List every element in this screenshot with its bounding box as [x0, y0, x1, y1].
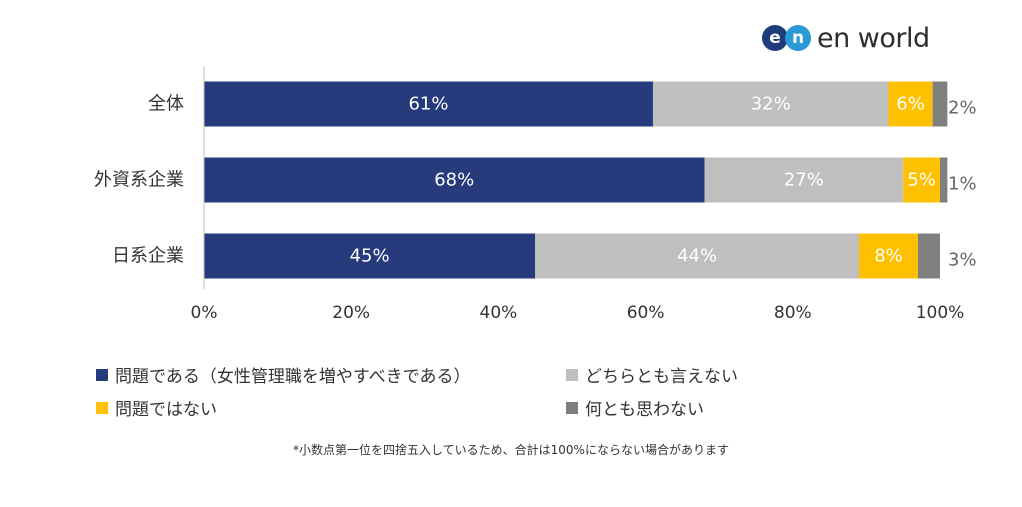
bar-segment: [535, 233, 860, 279]
data-label: 32%: [751, 94, 791, 115]
bar-segment: [940, 157, 948, 203]
legend-label-problem: 問題である（女性管理職を増やすべきである）: [115, 367, 471, 387]
bar-segment: [917, 233, 940, 279]
bar-segment: [903, 157, 940, 203]
data-label: 1%: [948, 174, 977, 195]
legend-swatch-neutral: [566, 368, 578, 381]
x-tick-label: 40%: [480, 303, 518, 323]
data-label: 68%: [434, 170, 474, 191]
x-tick-label: 80%: [774, 303, 812, 323]
bar-segment: [704, 157, 904, 203]
en-world-logo: e n en world: [762, 20, 930, 56]
logo-letter-n: n: [785, 25, 811, 51]
data-label: 5%: [907, 170, 936, 191]
category-label: 全体: [148, 94, 184, 115]
data-label: 61%: [408, 94, 448, 115]
logo-wordmark: en world: [817, 22, 930, 54]
bar-segment: [932, 81, 948, 127]
data-label: 27%: [784, 170, 824, 191]
data-label: 44%: [677, 246, 717, 267]
category-label: 日系企業: [112, 246, 184, 267]
data-label: 2%: [948, 98, 977, 119]
data-label: 45%: [350, 246, 390, 267]
bar-segment: [859, 233, 918, 279]
bar-segment: [888, 81, 933, 127]
legend-label-neutral: どちらとも言えない: [585, 367, 738, 387]
bar-segment: [652, 81, 889, 127]
legend-label-indifferent: 何とも思わない: [585, 400, 704, 420]
data-label: 8%: [874, 246, 903, 267]
legend-swatch-not-problem: [96, 401, 108, 414]
bar-segment: [204, 233, 536, 279]
legend-swatch-problem: [96, 368, 108, 381]
x-tick-label: 20%: [332, 303, 370, 323]
x-tick-label: 0%: [191, 303, 218, 323]
legend-item-neutral: どちらとも言えない: [566, 362, 738, 387]
legend-swatch-indifferent: [566, 401, 578, 414]
logo-letter-e: e: [762, 25, 788, 51]
legend-label-not-problem: 問題ではない: [115, 400, 217, 420]
data-label: 6%: [896, 94, 925, 115]
x-tick-label: 100%: [916, 303, 965, 323]
data-label: 3%: [948, 250, 977, 271]
legend-item-problem: 問題である（女性管理職を増やすべきである）: [96, 362, 470, 387]
footnote: *小数点第一位を四捨五入しているため、合計は100%にならない場合があります: [293, 443, 729, 457]
bar-segment: [204, 81, 653, 127]
x-tick-label: 60%: [627, 303, 665, 323]
legend-item-indifferent: 何とも思わない: [566, 395, 704, 420]
category-label: 外資系企業: [94, 170, 184, 191]
stacked-bar-chart: 61% 32% 6% 2% 全体 68% 27% 5% 1% 外資系企業 45% 44% 8% 3% 日系企…: [94, 66, 977, 323]
bar-segment: [204, 157, 705, 203]
legend-item-not-problem: 問題ではない: [96, 395, 217, 420]
